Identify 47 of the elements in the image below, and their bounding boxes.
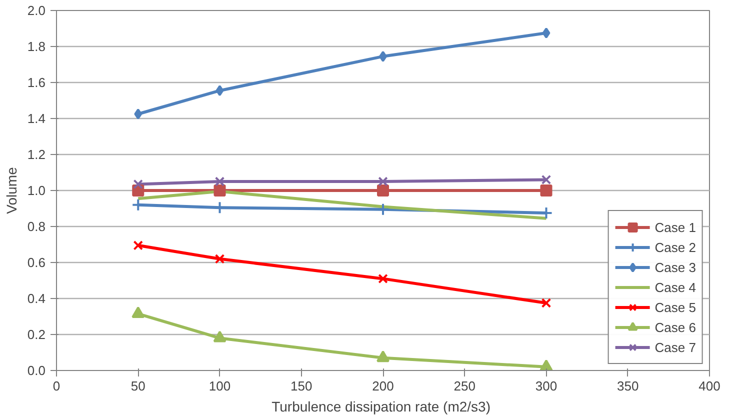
- point: [541, 298, 552, 308]
- point: [133, 179, 144, 190]
- y-tick-label: 1.8: [27, 39, 46, 54]
- legend-label: Case 1: [654, 220, 696, 234]
- point: [214, 184, 226, 196]
- point: [132, 306, 145, 318]
- legend-label: Case 4: [654, 280, 696, 294]
- point: [540, 360, 553, 370]
- x-tick-label: 50: [130, 378, 146, 394]
- y-tick-label: 1.0: [27, 183, 46, 198]
- legend-label: Case 2: [654, 240, 696, 254]
- y-tick-label: 0.4: [27, 291, 46, 306]
- point: [540, 184, 552, 196]
- point: [378, 176, 388, 186]
- x-tick-label: 0: [52, 378, 60, 394]
- y-tick-label: 1.2: [27, 147, 46, 162]
- y-tick-label: 0.2: [27, 327, 46, 342]
- y-axis-title: Volume: [3, 166, 20, 214]
- point: [542, 28, 550, 38]
- point: [214, 176, 225, 186]
- point: [134, 108, 142, 120]
- x-tick-label: 150: [290, 378, 312, 394]
- y-tick-label: 0.0: [27, 363, 46, 378]
- point: [216, 85, 224, 96]
- point: [377, 184, 389, 196]
- y-tick-label: 1.4: [27, 111, 46, 126]
- x-tick-label: 350: [617, 378, 639, 394]
- point: [541, 174, 552, 185]
- y-tick-label: 0.8: [27, 219, 46, 234]
- x-tick-label: 300: [535, 378, 558, 394]
- x-tick-label: 250: [454, 378, 476, 394]
- point: [378, 274, 388, 284]
- y-tick-label: 2.0: [27, 3, 46, 18]
- point: [214, 254, 225, 264]
- y-tick-label: 1.6: [27, 75, 46, 90]
- legend-label: Case 6: [654, 320, 696, 334]
- x-tick-label: 200: [372, 378, 394, 394]
- legend-label: Case 7: [654, 340, 696, 354]
- point: [213, 330, 226, 342]
- point: [376, 350, 390, 362]
- x-tick-label: 100: [208, 378, 231, 394]
- legend-label: Case 5: [654, 300, 696, 314]
- legend-label: Case 3: [654, 260, 696, 274]
- x-tick-label: 400: [698, 378, 720, 394]
- x-axis-title: Turbulence dissipation rate (m2/s3): [272, 398, 491, 414]
- point: [133, 240, 144, 250]
- y-tick-label: 0.6: [27, 255, 46, 270]
